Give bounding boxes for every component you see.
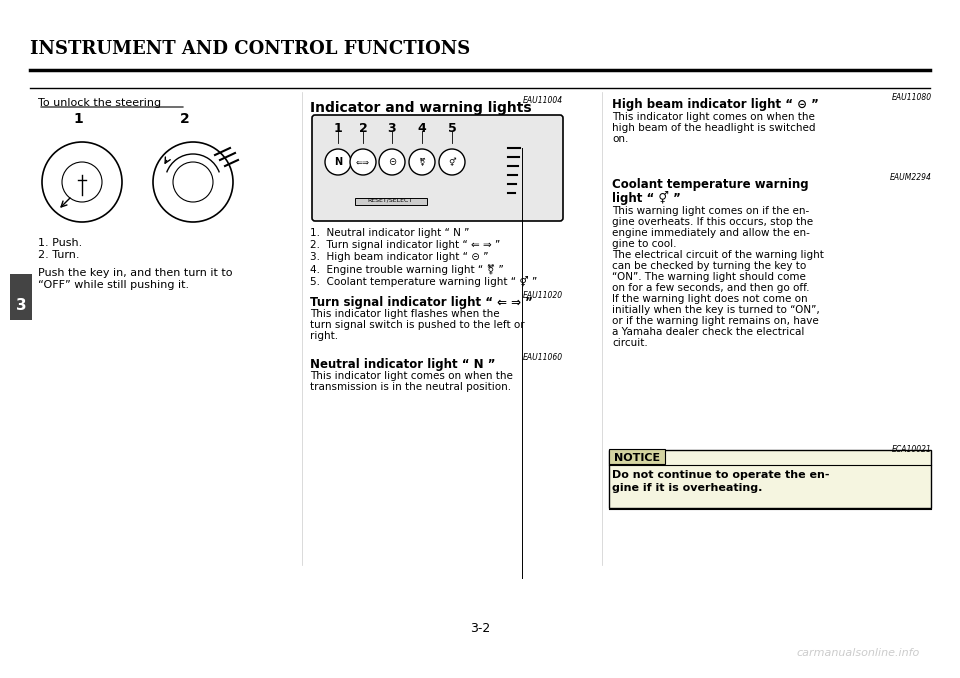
Text: ⚥: ⚥ xyxy=(448,157,456,167)
Bar xyxy=(609,449,665,464)
Text: “ON”. The warning light should come: “ON”. The warning light should come xyxy=(612,272,805,282)
Text: 5.  Coolant temperature warning light “ ⚥ ”: 5. Coolant temperature warning light “ ⚥… xyxy=(310,276,538,287)
Text: gine to cool.: gine to cool. xyxy=(612,239,677,249)
Text: gine if it is overheating.: gine if it is overheating. xyxy=(612,483,762,493)
Circle shape xyxy=(379,149,405,175)
Circle shape xyxy=(350,149,376,175)
Text: light “ ⚥ ”: light “ ⚥ ” xyxy=(612,191,681,205)
Text: “OFF” while still pushing it.: “OFF” while still pushing it. xyxy=(38,280,189,290)
Text: EAU11004: EAU11004 xyxy=(523,96,563,105)
Text: carmanualsonline.info: carmanualsonline.info xyxy=(797,648,920,658)
Text: EAU11080: EAU11080 xyxy=(892,93,932,102)
Text: EAU11060: EAU11060 xyxy=(523,353,563,362)
Text: 2: 2 xyxy=(359,122,368,135)
Text: This indicator light comes on when the: This indicator light comes on when the xyxy=(310,371,513,381)
Text: The electrical circuit of the warning light: The electrical circuit of the warning li… xyxy=(612,250,824,260)
Text: Do not continue to operate the en-: Do not continue to operate the en- xyxy=(612,470,829,480)
Text: 2.  Turn signal indicator light “ ⇐ ⇒ ”: 2. Turn signal indicator light “ ⇐ ⇒ ” xyxy=(310,240,500,250)
Text: This warning light comes on if the en-: This warning light comes on if the en- xyxy=(612,206,809,216)
Text: a Yamaha dealer check the electrical: a Yamaha dealer check the electrical xyxy=(612,327,804,337)
Text: This indicator light comes on when the: This indicator light comes on when the xyxy=(612,112,815,122)
Text: NOTICE: NOTICE xyxy=(614,453,660,463)
Text: Coolant temperature warning: Coolant temperature warning xyxy=(612,178,808,191)
FancyBboxPatch shape xyxy=(312,115,563,221)
Text: ⊝: ⊝ xyxy=(388,157,396,167)
Circle shape xyxy=(325,149,351,175)
Text: 1. Push.: 1. Push. xyxy=(38,238,83,248)
Text: right.: right. xyxy=(310,331,338,341)
Text: 2: 2 xyxy=(180,112,190,126)
Text: 1.  Neutral indicator light “ N ”: 1. Neutral indicator light “ N ” xyxy=(310,228,469,238)
Text: Turn signal indicator light “ ⇐ ⇒ ”: Turn signal indicator light “ ⇐ ⇒ ” xyxy=(310,296,533,309)
FancyBboxPatch shape xyxy=(10,274,32,320)
Text: engine immediately and allow the en-: engine immediately and allow the en- xyxy=(612,228,810,238)
Text: N: N xyxy=(334,157,342,167)
Text: Indicator and warning lights: Indicator and warning lights xyxy=(310,101,532,115)
Text: ECA10021: ECA10021 xyxy=(892,445,932,454)
Text: Neutral indicator light “ N ”: Neutral indicator light “ N ” xyxy=(310,358,495,371)
Text: can be checked by turning the key to: can be checked by turning the key to xyxy=(612,261,806,271)
Text: 2. Turn.: 2. Turn. xyxy=(38,250,80,260)
Text: high beam of the headlight is switched: high beam of the headlight is switched xyxy=(612,123,815,133)
Text: gine overheats. If this occurs, stop the: gine overheats. If this occurs, stop the xyxy=(612,217,813,227)
Text: Push the key in, and then turn it to: Push the key in, and then turn it to xyxy=(38,268,232,278)
Text: If the warning light does not come on: If the warning light does not come on xyxy=(612,294,807,304)
Text: ⇐⇒: ⇐⇒ xyxy=(356,157,370,167)
Text: 1: 1 xyxy=(334,122,343,135)
Text: EAU11020: EAU11020 xyxy=(523,291,563,300)
Text: ⚧: ⚧ xyxy=(419,157,425,167)
Text: or if the warning light remains on, have: or if the warning light remains on, have xyxy=(612,316,819,326)
Text: High beam indicator light “ ⊝ ”: High beam indicator light “ ⊝ ” xyxy=(612,98,819,111)
Text: 3-2: 3-2 xyxy=(469,622,491,635)
Circle shape xyxy=(409,149,435,175)
Text: INSTRUMENT AND CONTROL FUNCTIONS: INSTRUMENT AND CONTROL FUNCTIONS xyxy=(30,40,470,58)
Text: on for a few seconds, and then go off.: on for a few seconds, and then go off. xyxy=(612,283,809,293)
Text: RESET/SELECT: RESET/SELECT xyxy=(368,197,413,202)
Bar xyxy=(355,198,427,205)
Text: circuit.: circuit. xyxy=(612,338,648,348)
Text: 4: 4 xyxy=(418,122,426,135)
Text: 3: 3 xyxy=(388,122,396,135)
Text: on.: on. xyxy=(612,134,629,144)
Text: 5: 5 xyxy=(447,122,456,135)
Text: To unlock the steering: To unlock the steering xyxy=(38,98,161,108)
Text: EAUM2294: EAUM2294 xyxy=(890,173,932,182)
Text: 3: 3 xyxy=(15,298,26,313)
Text: This indicator light flashes when the: This indicator light flashes when the xyxy=(310,309,499,319)
Text: initially when the key is turned to “ON”,: initially when the key is turned to “ON”… xyxy=(612,305,820,315)
Text: 4.  Engine trouble warning light “ ⚧ ”: 4. Engine trouble warning light “ ⚧ ” xyxy=(310,264,504,275)
Text: turn signal switch is pushed to the left or: turn signal switch is pushed to the left… xyxy=(310,320,524,330)
Bar xyxy=(609,450,931,508)
Circle shape xyxy=(439,149,465,175)
Text: 3.  High beam indicator light “ ⊝ ”: 3. High beam indicator light “ ⊝ ” xyxy=(310,252,489,262)
Text: 1: 1 xyxy=(73,112,83,126)
Text: transmission is in the neutral position.: transmission is in the neutral position. xyxy=(310,382,511,392)
